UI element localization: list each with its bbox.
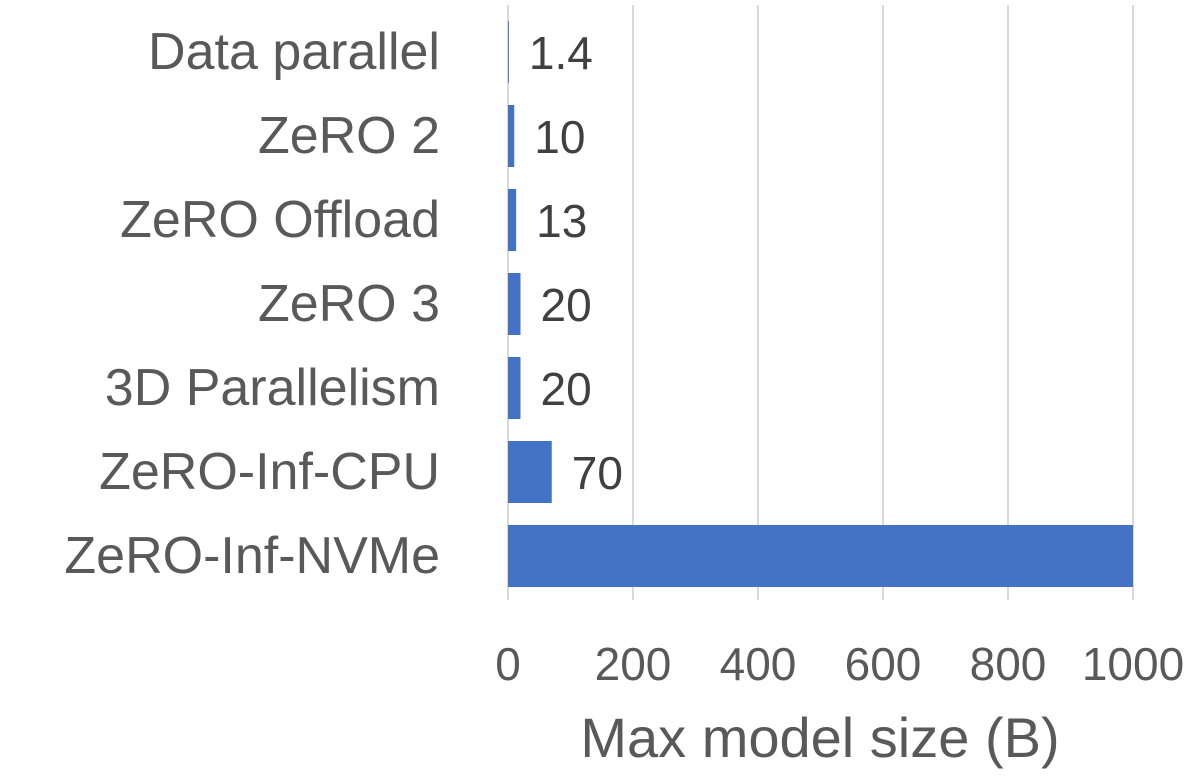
bar-data-parallel: [508, 21, 509, 83]
x-tick-label: 800: [970, 638, 1047, 690]
x-tick-labels: 0 200 400 600 800 1000: [495, 638, 1184, 690]
category-label: ZeRO Offload: [120, 191, 440, 249]
data-label: 20: [541, 363, 592, 415]
data-label: 70: [572, 447, 623, 499]
data-label: 10: [534, 111, 585, 163]
category-label: ZeRO 3: [258, 275, 440, 333]
x-tick-label: 200: [595, 638, 672, 690]
data-label: 1.4: [529, 27, 593, 79]
category-label: ZeRO-Inf-CPU: [99, 443, 440, 501]
category-labels: Data parallel ZeRO 2 ZeRO Offload ZeRO 3 3D …: [64, 23, 440, 585]
bar-zero-offload: [508, 189, 517, 251]
x-axis-title: Max model size (B): [580, 706, 1059, 769]
x-tick-label: 600: [845, 638, 922, 690]
category-label: ZeRO-Inf-NVMe: [64, 527, 440, 585]
bar-3d-parallelism: [508, 357, 521, 419]
category-label: ZeRO 2: [258, 107, 440, 165]
bar-zero-3: [508, 273, 521, 335]
bar-zero-inf-cpu: [508, 441, 552, 503]
x-tick-label: 0: [495, 638, 521, 690]
bar-zero-2: [508, 105, 515, 167]
data-label: 20: [541, 279, 592, 331]
category-label: 3D Parallelism: [105, 359, 440, 417]
x-tick-label: 400: [720, 638, 797, 690]
data-labels: 1.4 10 13 20 20 70: [529, 27, 623, 499]
bars: [508, 21, 1133, 587]
gridlines: [507, 5, 1134, 600]
data-label: 13: [536, 195, 587, 247]
bar-zero-inf-nvme: [508, 525, 1133, 587]
category-label: Data parallel: [148, 23, 440, 81]
x-tick-label: 1000: [1082, 638, 1184, 690]
